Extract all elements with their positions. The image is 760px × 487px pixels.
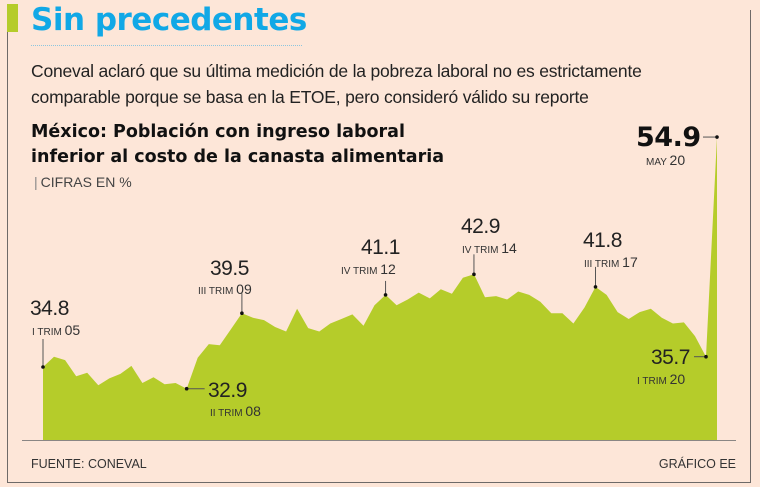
data-point-marker	[184, 386, 189, 391]
data-point-marker	[715, 135, 719, 139]
title-underline	[31, 45, 302, 46]
area-series	[43, 137, 717, 440]
annotation-period-may-20: MAY 20	[646, 152, 686, 168]
annotation-period-ii-trim-08: II TRIM 08	[210, 403, 261, 419]
title-accent-bar	[7, 4, 18, 32]
data-point-marker	[383, 293, 388, 297]
data-point-marker	[41, 365, 45, 369]
data-point-marker	[240, 311, 244, 316]
data-point-marker	[704, 354, 708, 359]
annotation-value-54-9: 54.9	[636, 122, 701, 153]
annotation-leaders	[41, 135, 719, 391]
chart-title: México: Población con ingreso laboral in…	[31, 120, 451, 195]
annotation-value-39-5: 39.5	[210, 257, 249, 280]
page-subtitle: Coneval aclaró que su última medición de…	[31, 61, 642, 107]
annotation-value-42-9: 42.9	[461, 215, 500, 238]
chart-units-text: CIFRAS EN %	[40, 174, 132, 190]
chart-units: | CIFRAS EN %	[34, 174, 132, 190]
annotation-value-35-7: 35.7	[651, 346, 690, 369]
annotation-period-iv-trim-14: IV TRIM 14	[462, 240, 517, 256]
data-point-marker	[472, 272, 476, 277]
chart-frame	[7, 10, 751, 483]
page-title: Sin precedentes	[31, 2, 307, 38]
annotation-period-i-trim-05: I TRIM 05	[32, 322, 81, 338]
chart-title-text: México: Población con ingreso laboral in…	[31, 122, 445, 167]
annotation-value-32-9: 32.9	[208, 379, 247, 402]
annotation-period-iv-trim-12: IV TRIM 12	[341, 261, 396, 277]
annotation-value-41-1: 41.1	[361, 236, 400, 259]
data-point-marker	[593, 285, 598, 289]
annotation-value-41-8: 41.8	[583, 229, 622, 252]
annotation-period-i-trim-20: I TRIM 20	[637, 371, 686, 387]
annotation-value-34-8: 34.8	[30, 297, 69, 320]
source-note: FUENTE: CONEVAL	[31, 457, 147, 471]
annotation-period-iii-trim-09: III TRIM 09	[198, 281, 252, 297]
credit-note: GRÁFICO EE	[658, 457, 736, 471]
annotation-period-iii-trim-17: III TRIM 17	[584, 254, 638, 270]
